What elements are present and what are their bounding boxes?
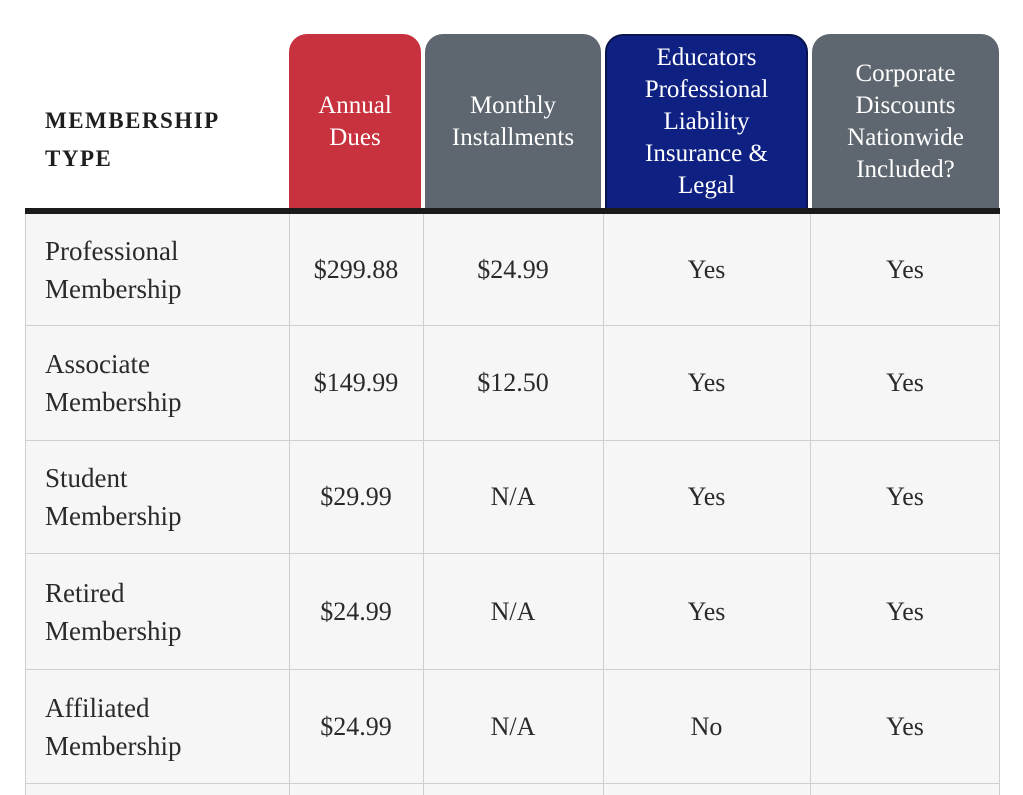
membership-name: Associate Membership bbox=[45, 349, 182, 417]
annual-dues-value: $29.99 bbox=[320, 482, 392, 511]
corporate-discounts-value: Yes bbox=[886, 482, 924, 511]
corporate-discounts-value: Yes bbox=[886, 596, 924, 626]
column-divider bbox=[25, 214, 26, 795]
table-row: Student Membership $29.99 N/A Yes Yes bbox=[25, 441, 1000, 554]
column-header-monthly-installments: Monthly Installments bbox=[425, 34, 601, 210]
column-header-label: Annual Dues bbox=[318, 92, 392, 151]
table-header: MEMBERSHIP TYPE Annual Dues Monthly Inst… bbox=[0, 0, 1023, 210]
column-header-corporate-discounts: Corporate Discounts Nationwide Included? bbox=[812, 34, 999, 210]
header-divider bbox=[25, 208, 1000, 214]
membership-name: Professional Membership bbox=[45, 235, 182, 304]
liability-insurance-value: No bbox=[690, 711, 723, 741]
corporate-discounts-value: Yes bbox=[886, 254, 924, 284]
monthly-installments-value: N/A bbox=[490, 711, 536, 741]
table-row: Associate Membership $149.99 $12.50 Yes … bbox=[25, 326, 1000, 441]
monthly-installments-value: $24.99 bbox=[477, 254, 549, 284]
corporate-discounts-value: Yes bbox=[886, 368, 924, 397]
liability-insurance-value: Yes bbox=[687, 368, 726, 397]
liability-insurance-value: Yes bbox=[687, 482, 726, 511]
column-divider bbox=[423, 214, 424, 795]
monthly-installments-value: N/A bbox=[490, 596, 536, 626]
membership-name: Affiliated Membership bbox=[45, 692, 182, 761]
membership-table-body: Professional Membership $299.88 $24.99 Y… bbox=[25, 214, 1000, 795]
membership-name: Retired Membership bbox=[45, 577, 182, 646]
annual-dues-value: $149.99 bbox=[313, 368, 399, 397]
annual-dues-value: $299.88 bbox=[313, 254, 399, 284]
table-row: Professional Membership $299.88 $24.99 Y… bbox=[25, 214, 1000, 326]
column-divider bbox=[603, 214, 604, 795]
liability-insurance-value: Yes bbox=[687, 254, 726, 284]
liability-insurance-value: Yes bbox=[687, 596, 726, 626]
annual-dues-value: $24.99 bbox=[320, 596, 392, 626]
membership-name: Student Membership bbox=[45, 463, 182, 531]
table-row: Affiliated Membership $24.99 N/A No Yes bbox=[25, 670, 1000, 784]
column-header-liability-insurance: Educators Professional Liability Insuran… bbox=[605, 34, 808, 210]
table-row: Retired Membership $24.99 N/A Yes Yes bbox=[25, 554, 1000, 670]
column-header-label: Corporate Discounts Nationwide Included? bbox=[847, 60, 964, 183]
membership-type-heading: MEMBERSHIP TYPE bbox=[45, 108, 220, 171]
annual-dues-value: $24.99 bbox=[320, 711, 392, 741]
column-header-annual-dues: Annual Dues bbox=[289, 34, 421, 210]
monthly-installments-value: $12.50 bbox=[477, 368, 549, 397]
column-header-label: Monthly Installments bbox=[451, 92, 575, 151]
column-divider bbox=[999, 214, 1000, 795]
column-header-label: Educators Professional Liability Insuran… bbox=[644, 44, 769, 199]
monthly-installments-value: N/A bbox=[490, 482, 536, 511]
column-divider bbox=[810, 214, 811, 795]
corporate-discounts-value: Yes bbox=[886, 711, 924, 741]
column-divider bbox=[289, 214, 290, 795]
